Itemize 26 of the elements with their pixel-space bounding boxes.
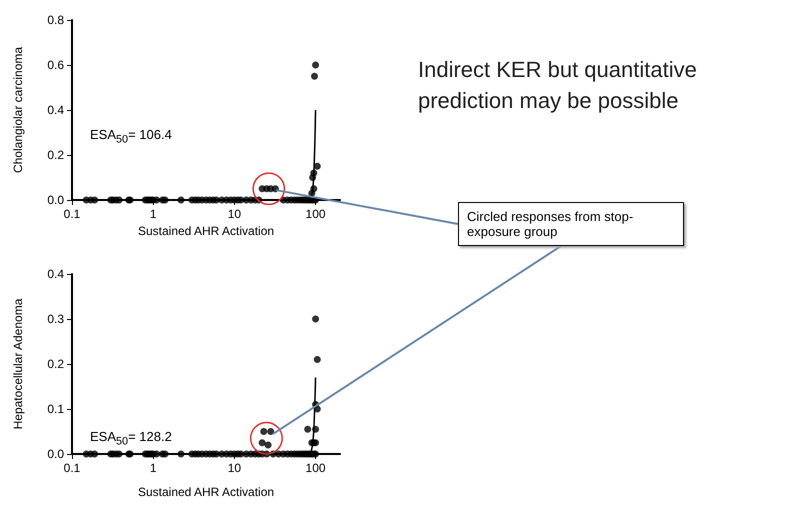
annotation: ESA$_{50}$= 128.2	[90, 429, 172, 448]
y-tick-label: 0.4	[47, 103, 64, 117]
y-tick-label: 0.2	[47, 148, 64, 162]
annotation: ESA$_{50}$= 106.4	[90, 127, 172, 146]
y-tick-label: 0.0	[47, 193, 64, 207]
y-axis-title: Cholangiolar carcinoma	[11, 46, 25, 174]
y-tick-label: 0.0	[47, 447, 64, 461]
text: Circled responses from stop-exposure group	[458, 202, 684, 246]
y-tick-label: 0.1	[47, 402, 64, 416]
x-tick-label: 1	[150, 207, 157, 221]
text: Indirect KER but quantitative prediction may be possible	[418, 56, 698, 115]
y-axis-title: Hepatocellular Adenoma	[11, 298, 25, 430]
y-tick-label: 0.8	[47, 13, 64, 27]
x-tick-label: 100	[306, 207, 326, 221]
x-axis-title: Sustained AHR Activation	[138, 485, 274, 499]
x-tick-label: 0.1	[64, 461, 81, 475]
y-tick-label: 0.3	[47, 312, 64, 326]
y-tick-label: 0.2	[47, 357, 64, 371]
x-tick-label: 1	[150, 461, 157, 475]
y-tick-label: 0.6	[47, 58, 64, 72]
x-axis-title: Sustained AHR Activation	[138, 224, 274, 238]
x-tick-label: 10	[228, 207, 242, 221]
x-tick-label: 0.1	[64, 207, 81, 221]
x-tick-label: 10	[228, 461, 242, 475]
y-tick-label: 0.4	[47, 267, 64, 281]
x-tick-label: 100	[306, 461, 326, 475]
